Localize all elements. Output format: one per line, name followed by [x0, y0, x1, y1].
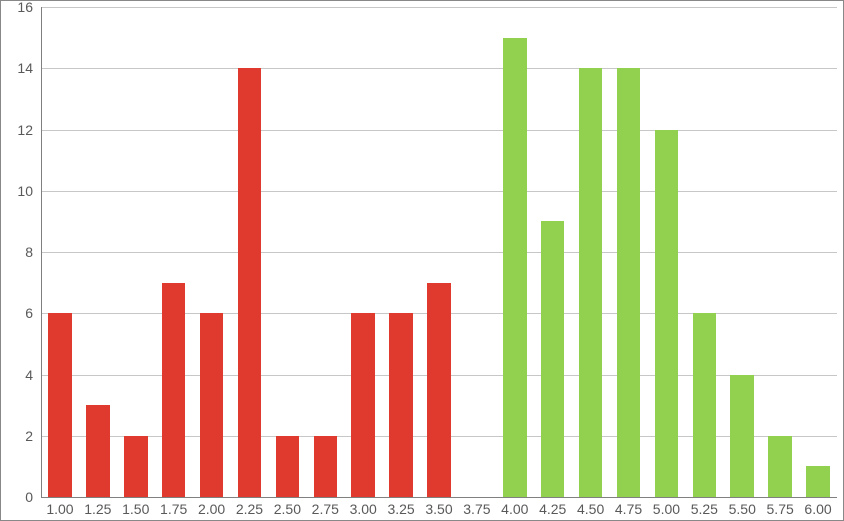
x-tick-label: 3.75: [463, 501, 490, 517]
gridline: [41, 130, 837, 131]
bar: [655, 130, 679, 498]
gridline: [41, 497, 837, 498]
bar: [806, 466, 830, 497]
x-tick-label: 5.50: [729, 501, 756, 517]
bar: [314, 436, 338, 497]
x-tick-label: 5.75: [767, 501, 794, 517]
gridline: [41, 68, 837, 69]
x-tick-label: 2.50: [274, 501, 301, 517]
bar: [617, 68, 641, 497]
bar-chart: 0 2 4 6 8 10 12 14 16 1.00 1.25 1.50 1.75 2.00 2.25 2.…: [0, 0, 844, 521]
x-tick-label: 5.00: [653, 501, 680, 517]
bar: [730, 375, 754, 498]
gridline: [41, 7, 837, 8]
gridline: [41, 191, 837, 192]
x-tick-label: 5.25: [691, 501, 718, 517]
bar: [162, 283, 186, 497]
y-tick-label: 2: [1, 428, 33, 444]
y-tick-label: 6: [1, 305, 33, 321]
bar: [389, 313, 413, 497]
y-tick-label: 12: [1, 122, 33, 138]
y-tick-label: 16: [1, 0, 33, 15]
bar: [124, 436, 148, 497]
bar: [768, 436, 792, 497]
x-tick-label: 2.00: [198, 501, 225, 517]
bar: [503, 38, 527, 497]
bar: [579, 68, 603, 497]
y-tick-label: 14: [1, 60, 33, 76]
y-axis-line: [41, 7, 42, 497]
bar: [276, 436, 300, 497]
bar: [351, 313, 375, 497]
plot-area: [41, 7, 837, 497]
x-tick-label: 4.75: [615, 501, 642, 517]
x-tick-label: 1.25: [84, 501, 111, 517]
bar: [238, 68, 262, 497]
y-tick-label: 0: [1, 489, 33, 505]
x-tick-label: 3.50: [425, 501, 452, 517]
y-tick-label: 8: [1, 244, 33, 260]
gridline: [41, 252, 837, 253]
x-tick-label: 1.50: [122, 501, 149, 517]
x-tick-label: 3.25: [387, 501, 414, 517]
y-tick-label: 4: [1, 367, 33, 383]
x-tick-label: 2.25: [236, 501, 263, 517]
x-tick-label: 1.75: [160, 501, 187, 517]
x-tick-label: 4.00: [501, 501, 528, 517]
x-tick-label: 3.00: [350, 501, 377, 517]
bar: [48, 313, 72, 497]
x-tick-label: 6.00: [804, 501, 831, 517]
bar: [200, 313, 224, 497]
x-tick-label: 2.75: [312, 501, 339, 517]
bar: [86, 405, 110, 497]
y-tick-label: 10: [1, 183, 33, 199]
x-tick-label: 4.25: [539, 501, 566, 517]
bar: [427, 283, 451, 497]
x-tick-label: 4.50: [577, 501, 604, 517]
x-tick-label: 1.00: [46, 501, 73, 517]
bar: [541, 221, 565, 497]
bar: [693, 313, 717, 497]
